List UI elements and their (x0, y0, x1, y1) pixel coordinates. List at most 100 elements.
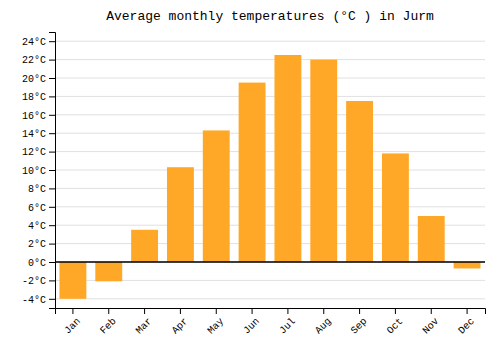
y-tick-mark (49, 152, 55, 153)
x-tick-label: Apr (170, 316, 191, 337)
x-tick-label: Dec (456, 316, 477, 337)
x-tick-mark (395, 308, 396, 314)
x-tick-label: May (206, 316, 227, 337)
y-tick-label: 12°C (22, 147, 46, 158)
grid-line (55, 206, 485, 207)
x-tick: Jul (277, 308, 298, 336)
grid-line (55, 41, 485, 42)
y-tick-label: 0°C (28, 258, 46, 269)
grid-line (55, 170, 485, 171)
bar (131, 230, 158, 262)
bar (59, 262, 86, 299)
y-tick-mark (49, 60, 55, 61)
y-tick: 2°C (28, 239, 55, 250)
x-tick-label: Jan (62, 316, 83, 337)
y-tick-mark (49, 115, 55, 116)
x-tick-label: Nov (421, 316, 442, 337)
x-tick: Apr (170, 308, 191, 336)
x-tick: Sep (349, 308, 370, 336)
x-tick: Oct (385, 308, 406, 336)
x-tick-mark (287, 308, 288, 314)
grid (55, 41, 485, 299)
y-tick-label: 22°C (22, 55, 46, 66)
x-tick: Jan (62, 308, 83, 336)
y-tick-label: 14°C (22, 129, 46, 140)
x-tick-mark (359, 308, 360, 314)
x-tick-label: Mar (134, 316, 155, 337)
y-tick: 8°C (28, 184, 55, 195)
y-tick-label: 18°C (22, 92, 46, 103)
y-tick-mark (49, 244, 55, 245)
x-axis: Jan Feb Mar Apr May Jun Jul Aug Sep Oct Nov Dec (56, 308, 486, 336)
y-tick-label: -2°C (22, 276, 46, 287)
grid-line (55, 114, 485, 115)
bar (418, 216, 445, 262)
y-tick-mark (49, 170, 55, 171)
y-tick: 16°C (22, 111, 55, 122)
bars (55, 55, 485, 299)
x-tick-label: Jun (241, 316, 262, 337)
y-tick-mark (49, 133, 55, 134)
y-axis: -4°C-2°C0°C2°C4°C6°C8°C10°C12°C14°C16°C1… (22, 33, 56, 309)
x-tick: Dec (456, 308, 477, 336)
y-tick-mark (49, 299, 55, 300)
y-tick: 12°C (22, 147, 55, 158)
y-tick: 18°C (22, 92, 55, 103)
x-tick-mark (323, 308, 324, 314)
y-tick: 14°C (22, 129, 55, 140)
bar (382, 153, 409, 262)
y-tick-mark (49, 96, 55, 97)
y-tick-mark (49, 78, 55, 79)
grid-line (55, 262, 485, 263)
x-tick-label: Sep (349, 316, 370, 337)
x-tick-mark (216, 308, 217, 314)
y-tick: 22°C (22, 55, 55, 66)
x-tick: Mar (134, 308, 155, 336)
y-tick-label: 16°C (22, 111, 46, 122)
x-tick-mark (108, 308, 109, 314)
bar (346, 101, 373, 262)
y-tick-mark (49, 225, 55, 226)
grid-line (55, 298, 485, 299)
grid-line (55, 133, 485, 134)
x-tick-mark (467, 308, 468, 314)
grid-line (55, 59, 485, 60)
y-tick-label: 10°C (22, 166, 46, 177)
y-tick-label: 24°C (22, 37, 46, 48)
y-tick: 24°C (22, 37, 55, 48)
y-tick: 20°C (22, 74, 55, 85)
y-tick-mark (49, 188, 55, 189)
bar (310, 60, 337, 262)
y-tick-label: 6°C (28, 203, 46, 214)
y-tick: -2°C (22, 276, 55, 287)
x-tick: May (206, 308, 227, 336)
bar (239, 83, 266, 262)
grid-line (55, 151, 485, 152)
y-tick: 6°C (28, 203, 55, 214)
y-tick-mark (49, 280, 55, 281)
x-tick-label: Oct (385, 316, 406, 337)
bar (167, 167, 194, 262)
plot: -4°C-2°C0°C2°C4°C6°C8°C10°C12°C14°C16°C1… (22, 33, 486, 337)
y-tick-label: 4°C (28, 221, 46, 232)
grid-line (55, 78, 485, 79)
x-tick-label: Feb (98, 316, 119, 337)
x-tick-mark (72, 308, 73, 314)
y-tick: 0°C (28, 258, 55, 269)
x-tick: Aug (313, 308, 334, 336)
x-tick: Jun (241, 308, 262, 336)
x-tick-label: Aug (313, 316, 334, 337)
y-tick-mark (49, 262, 55, 263)
y-axis-line (49, 33, 56, 309)
y-tick: 10°C (22, 166, 55, 177)
x-tick-mark (252, 308, 253, 314)
x-tick-mark (431, 308, 432, 314)
x-tick-mark (180, 308, 181, 314)
y-tick-mark (49, 41, 55, 42)
x-axis-line (56, 309, 486, 315)
x-tick: Nov (421, 308, 442, 336)
y-tick: 4°C (28, 221, 55, 232)
bar (203, 130, 230, 262)
grid-line (55, 188, 485, 189)
bar (95, 262, 122, 281)
